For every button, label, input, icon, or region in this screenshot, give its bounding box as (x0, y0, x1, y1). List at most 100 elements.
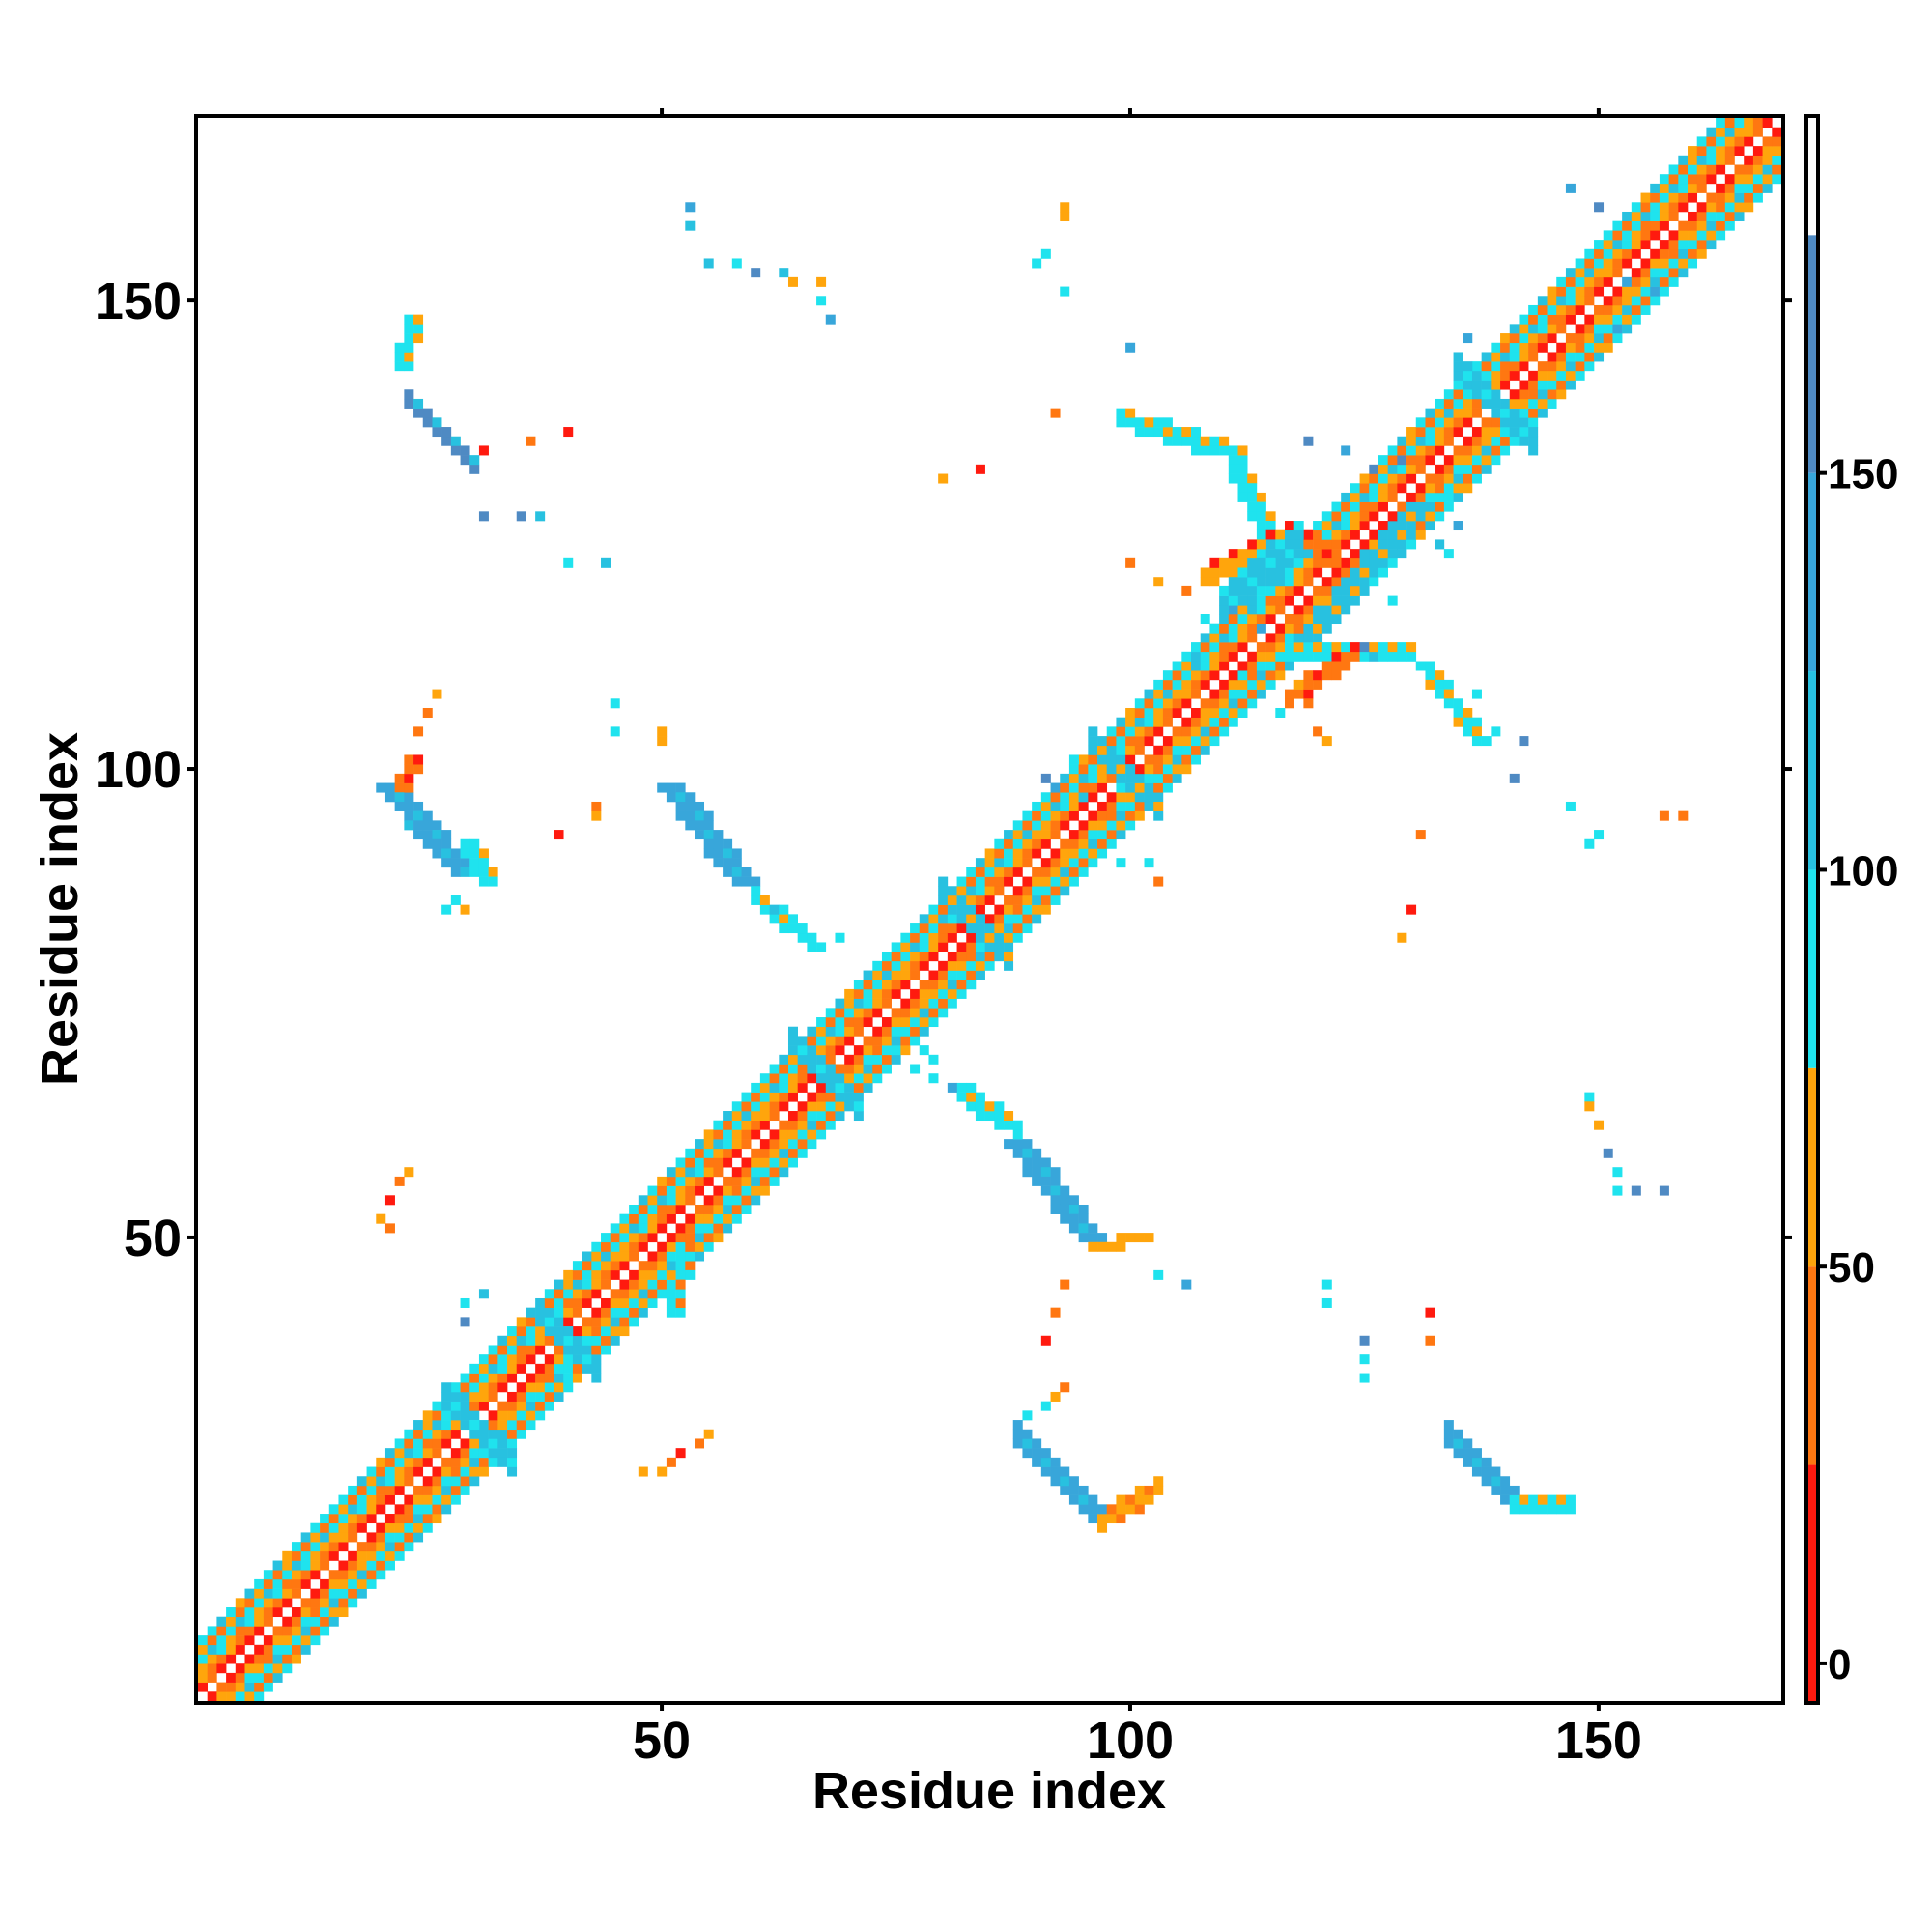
heatmap-cell (376, 1213, 386, 1224)
heatmap-cell (1471, 1448, 1482, 1459)
heatmap-cell (1228, 567, 1238, 578)
heatmap-cell (1321, 595, 1332, 606)
heatmap-cell (1097, 764, 1108, 775)
heatmap-cell (610, 1233, 620, 1243)
heatmap-cell (394, 361, 405, 372)
heatmap-cell (984, 867, 995, 877)
heatmap-cell (1688, 220, 1698, 231)
heatmap-cell (1425, 436, 1435, 446)
heatmap-cell (741, 1111, 752, 1122)
heatmap-cell (1696, 174, 1707, 185)
heatmap-cell (787, 1148, 798, 1158)
heatmap-cell (1706, 155, 1717, 165)
heatmap-cell (254, 1644, 265, 1655)
heatmap-cell (1088, 830, 1098, 840)
heatmap-cell (282, 1616, 293, 1627)
heatmap-cell (638, 1307, 648, 1318)
heatmap-cell (356, 1476, 367, 1487)
heatmap-cell (1209, 623, 1220, 634)
heatmap-cell (1724, 211, 1735, 221)
heatmap-cell (638, 1204, 648, 1214)
heatmap-cell (1528, 314, 1539, 325)
heatmap-cell (1125, 707, 1136, 718)
heatmap-cell (947, 952, 957, 962)
heatmap-cell (554, 1335, 564, 1346)
heatmap-cell (1762, 183, 1773, 193)
heatmap-cell (488, 1457, 498, 1467)
heatmap-cell (1453, 427, 1463, 438)
heatmap-cell (1584, 248, 1595, 259)
heatmap-cell (338, 1607, 349, 1618)
heatmap-cell (1032, 867, 1042, 877)
heatmap-cell (1471, 389, 1482, 400)
heatmap-cell (966, 970, 977, 980)
heatmap-cell (422, 1448, 433, 1459)
heatmap-cell (404, 333, 414, 344)
heatmap-cell (413, 820, 424, 831)
heatmap-cell (450, 1429, 461, 1439)
heatmap-cell (328, 1532, 339, 1543)
heatmap-cell (1594, 286, 1605, 297)
heatmap-cell (1313, 614, 1323, 625)
heatmap-cell (1321, 1297, 1332, 1308)
heatmap-cell (1406, 436, 1417, 446)
heatmap-cell (356, 1522, 367, 1533)
heatmap-cell (488, 1345, 498, 1355)
heatmap-cell (1237, 483, 1248, 494)
heatmap-cell (1303, 633, 1314, 643)
heatmap-cell (1125, 557, 1136, 568)
heatmap-cell (816, 1120, 827, 1130)
heatmap-cell (320, 1607, 330, 1618)
heatmap-cell (1032, 820, 1042, 831)
heatmap-cell (1435, 483, 1445, 494)
heatmap-cell (478, 876, 489, 887)
heatmap-cell (282, 1578, 293, 1589)
heatmap-cell (1724, 202, 1735, 213)
heatmap-cell (685, 792, 696, 803)
heatmap-cell (751, 876, 761, 887)
heatmap-cell (432, 1466, 442, 1477)
heatmap-cell (1659, 268, 1669, 278)
heatmap-cell (263, 1616, 273, 1627)
heatmap-cells (198, 118, 1782, 1702)
heatmap-cell (226, 1672, 237, 1683)
heatmap-cell (619, 1251, 630, 1262)
heatmap-cell (1040, 1401, 1051, 1411)
heatmap-cell (1032, 1157, 1042, 1168)
heatmap-cell (338, 1560, 349, 1571)
heatmap-cell (1463, 333, 1473, 344)
heatmap-cell (797, 1129, 808, 1140)
heatmap-cell (1650, 276, 1661, 287)
heatmap-cell (1369, 483, 1379, 494)
heatmap-cell (384, 1494, 395, 1505)
heatmap-cell (1219, 679, 1230, 690)
heatmap-cell (1032, 1448, 1042, 1459)
heatmap-cell (1303, 529, 1314, 540)
heatmap-cell (1678, 810, 1689, 821)
heatmap-cell (872, 1054, 883, 1065)
heatmap-cell (797, 1139, 808, 1150)
heatmap-cell (835, 1017, 845, 1028)
heatmap-cell (1256, 605, 1266, 615)
heatmap-cell (1706, 220, 1717, 231)
heatmap-cell (235, 1644, 245, 1655)
heatmap-cell (751, 268, 761, 278)
heatmap-cell (1088, 773, 1098, 783)
heatmap-cell (450, 1466, 461, 1477)
heatmap-cell (675, 1261, 686, 1271)
heatmap-cell (1004, 895, 1014, 905)
heatmap-cell (441, 1391, 452, 1402)
heatmap-cell (1425, 455, 1435, 466)
heatmap-cell (1116, 745, 1126, 755)
heatmap-cell (825, 1045, 836, 1056)
heatmap-cell (1050, 1466, 1061, 1477)
heatmap-cell (1040, 830, 1051, 840)
heatmap-cell (544, 1307, 554, 1318)
heatmap-cell (1012, 867, 1023, 877)
heatmap-cell (1397, 549, 1407, 559)
heatmap-cell (759, 1092, 770, 1102)
heatmap-cell (1425, 511, 1435, 522)
heatmap-cell (994, 914, 1005, 924)
